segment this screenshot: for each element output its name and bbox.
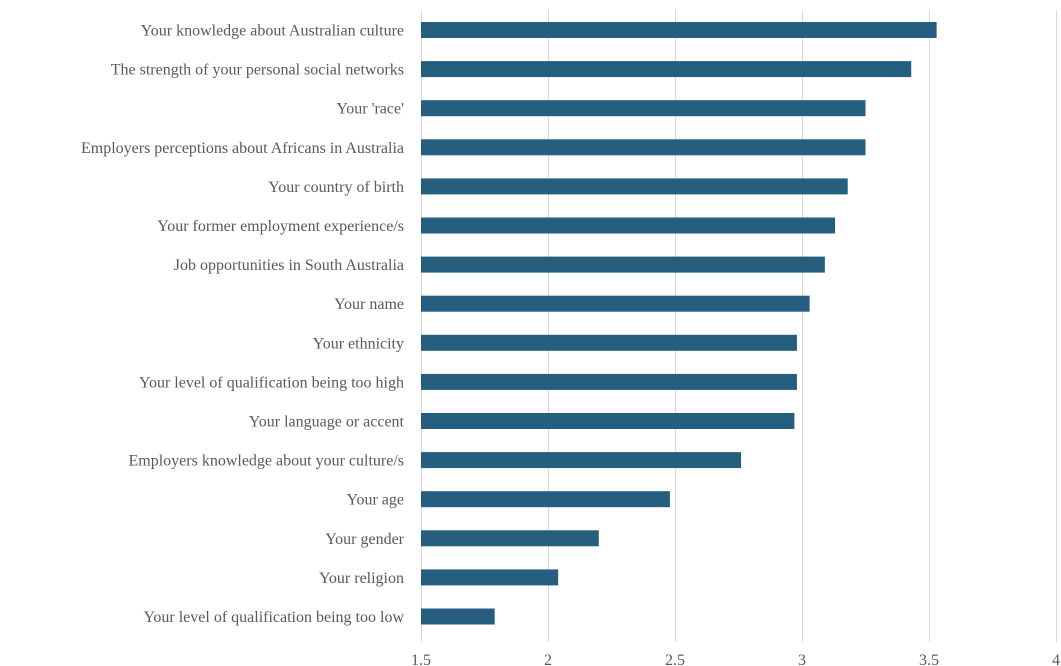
bar — [421, 413, 795, 429]
x-tick-label: 3.5 — [919, 652, 939, 666]
category-label: Job opportunities in South Australia — [174, 257, 404, 274]
category-label: Your level of qualification being too hi… — [139, 374, 404, 391]
category-label: Your knowledge about Australian culture — [141, 23, 404, 40]
bar — [421, 608, 495, 625]
category-label: Your country of birth — [268, 179, 404, 196]
x-tick-label: 1.5 — [411, 652, 431, 666]
category-label: Employers perceptions about Africans in … — [81, 140, 404, 157]
category-label: Your 'race' — [336, 101, 404, 118]
category-label: Your religion — [319, 570, 404, 587]
category-label: The strength of your personal social net… — [111, 62, 404, 79]
bar — [421, 569, 559, 586]
category-labels: Your knowledge about Australian culture T… — [81, 23, 405, 627]
bar — [421, 530, 599, 547]
category-label: Your former employment experience/s — [157, 218, 404, 235]
category-label: Your language or accent — [249, 414, 405, 431]
bar — [421, 256, 825, 273]
bar — [421, 139, 866, 156]
bar — [421, 452, 742, 469]
bar — [421, 295, 810, 312]
bar — [421, 178, 848, 195]
category-label: Your ethnicity — [313, 335, 404, 352]
bar — [421, 217, 836, 234]
bars — [421, 22, 937, 625]
bar — [421, 22, 937, 38]
x-axis-tick-labels: 1.5 2 2.5 3 3.5 4 — [411, 652, 1060, 666]
bar — [421, 100, 866, 117]
x-tick-label: 2 — [544, 652, 552, 666]
category-label: Your age — [347, 492, 404, 509]
bar — [421, 373, 797, 390]
category-label: Employers knowledge about your culture/s — [129, 453, 405, 470]
category-label: Your name — [334, 296, 404, 313]
bar — [421, 491, 670, 508]
x-tick-label: 2.5 — [665, 652, 685, 666]
category-label: Your level of qualification being too lo… — [143, 609, 404, 626]
bar — [421, 334, 797, 351]
category-label: Your gender — [325, 531, 404, 548]
x-tick-label: 3 — [798, 652, 806, 666]
x-tick-label: 4 — [1052, 652, 1060, 666]
bar — [421, 61, 912, 78]
